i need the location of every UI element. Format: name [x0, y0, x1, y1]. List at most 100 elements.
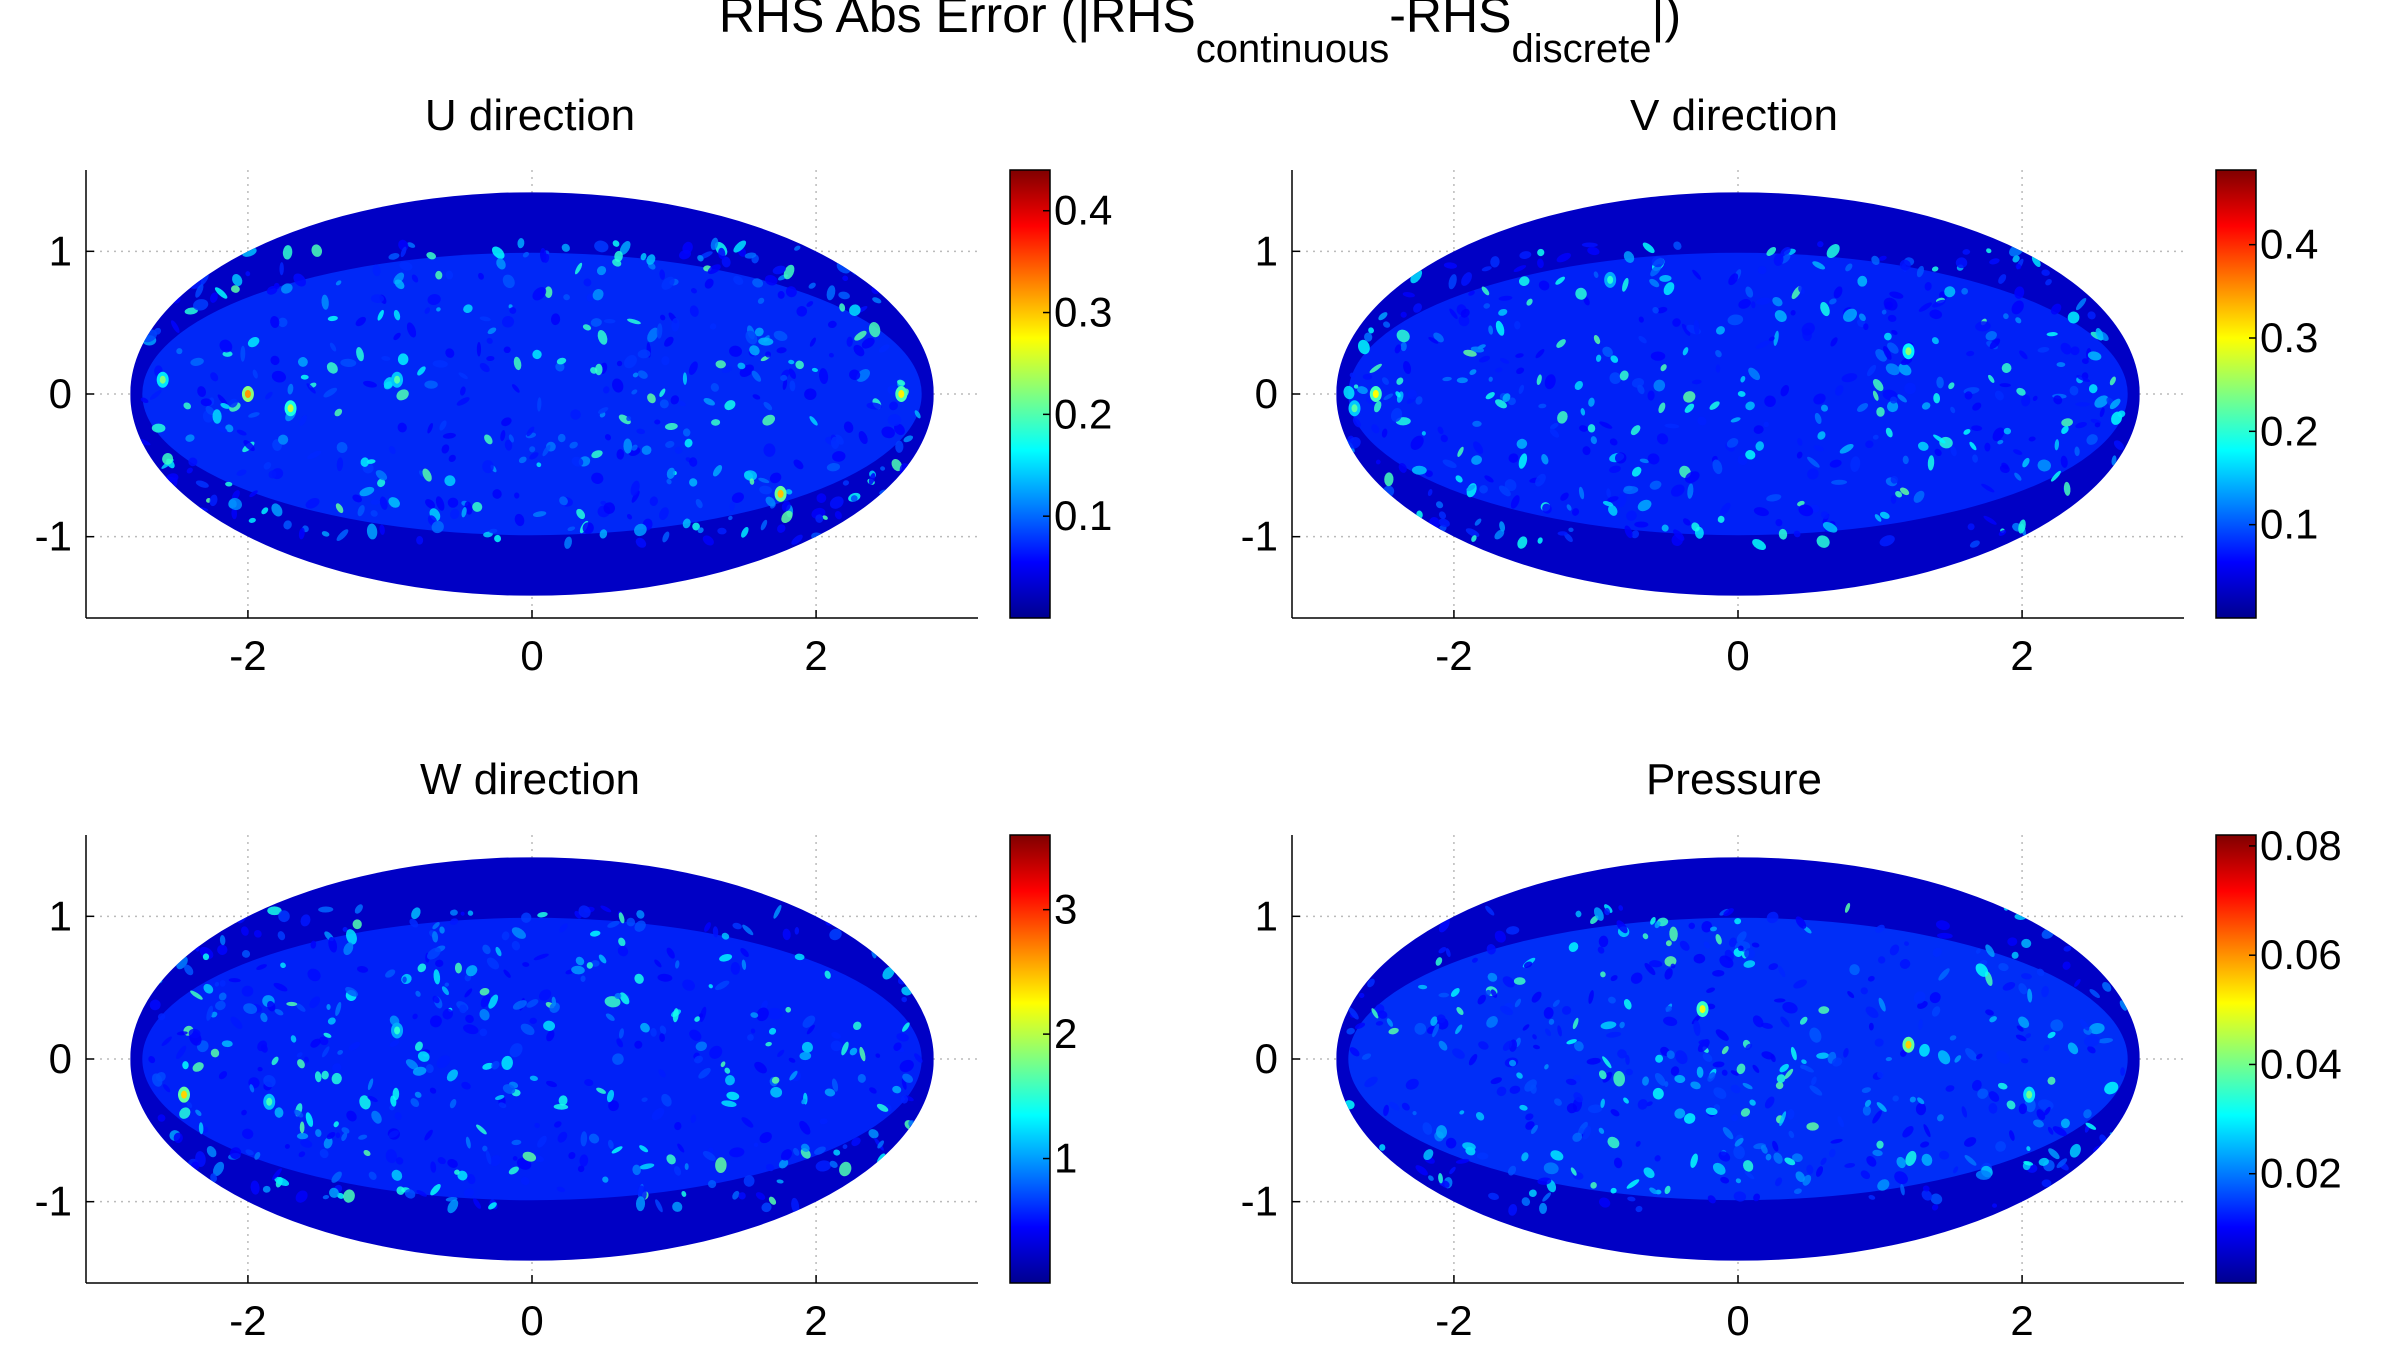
heatmap-speckle — [838, 291, 850, 300]
heatmap-speckle — [659, 269, 666, 280]
colorbar-gradient — [2215, 169, 2257, 619]
heatmap-speckle — [1967, 523, 1975, 531]
heatmap-speckle — [1552, 999, 1560, 1007]
heatmap-speckle — [1407, 389, 1418, 400]
heatmap-speckle — [811, 367, 819, 372]
heatmap-speckle — [406, 322, 417, 338]
heatmap-speckle — [1710, 926, 1718, 932]
heatmap-speckle — [156, 1199, 165, 1212]
heatmap-speckle — [891, 951, 905, 962]
heatmap-speckle — [1709, 401, 1720, 410]
heatmap-speckle — [1950, 406, 1956, 414]
heatmap-speckle — [1375, 459, 1381, 465]
heatmap-speckle — [274, 1107, 284, 1118]
heatmap-speckle — [456, 397, 470, 406]
heatmap-speckle — [1494, 529, 1505, 540]
heatmap-speckle — [137, 278, 150, 288]
heatmap-speckle — [529, 1075, 538, 1082]
heatmap-speckle — [695, 498, 703, 509]
heatmap-speckle — [397, 422, 407, 433]
heatmap-speckle — [1382, 1187, 1388, 1199]
heatmap-speckle — [1950, 446, 1957, 457]
heatmap-speckle — [2044, 1106, 2051, 1116]
heatmap-speckle — [1872, 390, 1879, 401]
panel-title: W direction — [420, 755, 640, 804]
heatmap-speckle — [1905, 1150, 1917, 1166]
heatmap-speckle — [444, 982, 450, 987]
heatmap-speckle — [2070, 346, 2080, 356]
heatmap-speckle — [2075, 241, 2081, 252]
heatmap-speckle — [1602, 1056, 1612, 1069]
heatmap-speckle — [1537, 248, 1545, 257]
heatmap-speckle — [404, 1189, 416, 1199]
heatmap-speckle — [546, 1030, 555, 1042]
heatmap-speckle — [1619, 1021, 1625, 1029]
heatmap-speckle — [1590, 1182, 1597, 1189]
heatmap-speckle — [1705, 1107, 1718, 1116]
heatmap-speckle — [1502, 976, 1515, 988]
heatmap-speckle — [1521, 1152, 1529, 1162]
heatmap-speckle — [543, 1020, 556, 1031]
heatmap-speckle — [618, 937, 626, 947]
heatmap-speckle — [1843, 308, 1857, 322]
heatmap-speckle — [900, 946, 912, 959]
heatmap-speckle — [340, 358, 357, 368]
heatmap-speckle — [1799, 1016, 1808, 1025]
heatmap-speckle — [2023, 1160, 2034, 1166]
heatmap-speckle — [427, 294, 441, 306]
heatmap-speckle — [270, 355, 280, 366]
heatmap-speckle — [2043, 1044, 2050, 1051]
heatmap-speckle — [241, 950, 251, 958]
heatmap-speckle — [1779, 1063, 1789, 1073]
heatmap-speckle — [824, 970, 831, 979]
heatmap-speckle — [1600, 971, 1606, 978]
heatmap-speckle — [1383, 393, 1394, 401]
heatmap-speckle — [1490, 989, 1498, 998]
heatmap-speckle — [1692, 379, 1702, 385]
heatmap-speckle — [1654, 1072, 1666, 1086]
heatmap-speckle — [717, 527, 727, 535]
heatmap-speckle — [473, 1198, 481, 1209]
heatmap-speckle — [1843, 1047, 1849, 1058]
heatmap-speckle — [1877, 1179, 1890, 1191]
heatmap-speckle — [1894, 1171, 1908, 1185]
x-tick-label: 0 — [520, 632, 543, 679]
heatmap-speckle — [559, 496, 568, 506]
heatmap-speckle — [1879, 535, 1895, 547]
heatmap-speckle — [1900, 357, 1913, 366]
heatmap-speckle — [1623, 1097, 1629, 1104]
heatmap-speckle — [2063, 481, 2071, 496]
heatmap-speckle — [306, 383, 316, 394]
heatmap-speckle — [1537, 1177, 1552, 1185]
heatmap-speckle — [435, 959, 444, 968]
heatmap-speckle — [1626, 1179, 1640, 1189]
heatmap-speckle — [1721, 1046, 1729, 1055]
heatmap-speckle — [184, 307, 198, 315]
heatmap-speckle — [486, 356, 495, 362]
heatmap-speckle — [905, 273, 919, 278]
heatmap-speckle — [826, 237, 834, 253]
heatmap-speckle — [1394, 344, 1402, 354]
heatmap-speckle — [162, 1084, 171, 1093]
heatmap-speckle — [781, 510, 793, 524]
heatmap-speckle — [763, 443, 776, 457]
heatmap-speckle — [157, 1114, 166, 1122]
heatmap-speckle — [1876, 1140, 1884, 1149]
heatmap-speckle — [1582, 446, 1591, 456]
heatmap-speckle — [155, 515, 169, 524]
heatmap-speckle — [1466, 484, 1476, 492]
heatmap-speckle — [2114, 1171, 2123, 1177]
heatmap-speckle — [229, 1147, 242, 1160]
heatmap-speckle — [794, 245, 801, 251]
heatmap-speckle — [145, 460, 153, 468]
heatmap-speckle — [1734, 918, 1742, 925]
heatmap-speckle — [1931, 1204, 1939, 1211]
heatmap-speckle — [215, 1000, 226, 1011]
heatmap-speckle — [1924, 282, 1932, 291]
heatmap-speckle — [577, 1165, 585, 1173]
heatmap-speckle — [508, 1166, 519, 1175]
heatmap-speckle — [1971, 425, 1983, 431]
heatmap-speckle — [1587, 246, 1600, 256]
heatmap-speckle — [543, 253, 550, 263]
heatmap-speckle — [2089, 1022, 2105, 1035]
